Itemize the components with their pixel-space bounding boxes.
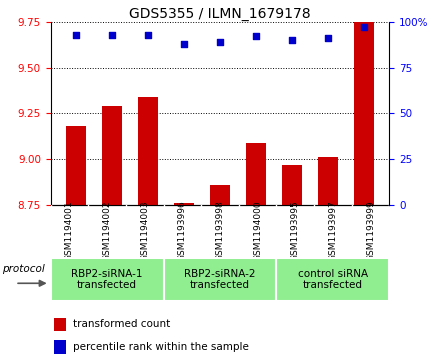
Text: percentile rank within the sample: percentile rank within the sample: [73, 342, 249, 352]
Text: protocol: protocol: [3, 264, 45, 274]
Point: [289, 37, 296, 43]
Bar: [54, 318, 66, 331]
Text: GSM1193996: GSM1193996: [178, 200, 187, 261]
Text: GSM1193997: GSM1193997: [328, 200, 337, 261]
Point: [73, 32, 80, 37]
Point: [144, 32, 151, 37]
Title: GDS5355 / ILMN_1679178: GDS5355 / ILMN_1679178: [129, 7, 311, 21]
Text: GSM1194000: GSM1194000: [253, 200, 262, 261]
Text: GSM1194003: GSM1194003: [140, 200, 149, 261]
Bar: [164, 258, 276, 301]
Text: transformed count: transformed count: [73, 319, 170, 330]
Bar: [318, 158, 338, 205]
Text: GSM1194001: GSM1194001: [65, 200, 74, 261]
Bar: [210, 185, 230, 205]
Text: GSM1193998: GSM1193998: [216, 200, 224, 261]
Bar: [174, 203, 194, 205]
Bar: [276, 258, 389, 301]
Bar: [54, 340, 66, 354]
Bar: [138, 97, 158, 205]
Text: GSM1193999: GSM1193999: [366, 200, 375, 261]
Bar: [102, 106, 122, 205]
Text: RBP2-siRNA-2
transfected: RBP2-siRNA-2 transfected: [184, 269, 256, 290]
Bar: [51, 258, 164, 301]
Bar: [354, 22, 374, 205]
Text: control siRNA
transfected: control siRNA transfected: [298, 269, 368, 290]
Point: [108, 32, 115, 37]
Bar: [246, 143, 266, 205]
Point: [253, 33, 260, 39]
Text: GSM1193995: GSM1193995: [291, 200, 300, 261]
Point: [325, 35, 332, 41]
Text: RBP2-siRNA-1
transfected: RBP2-siRNA-1 transfected: [71, 269, 143, 290]
Text: GSM1194002: GSM1194002: [103, 200, 112, 261]
Point: [180, 41, 187, 47]
Bar: [282, 165, 302, 205]
Point: [360, 24, 367, 30]
Point: [216, 39, 224, 45]
Bar: [66, 126, 86, 205]
